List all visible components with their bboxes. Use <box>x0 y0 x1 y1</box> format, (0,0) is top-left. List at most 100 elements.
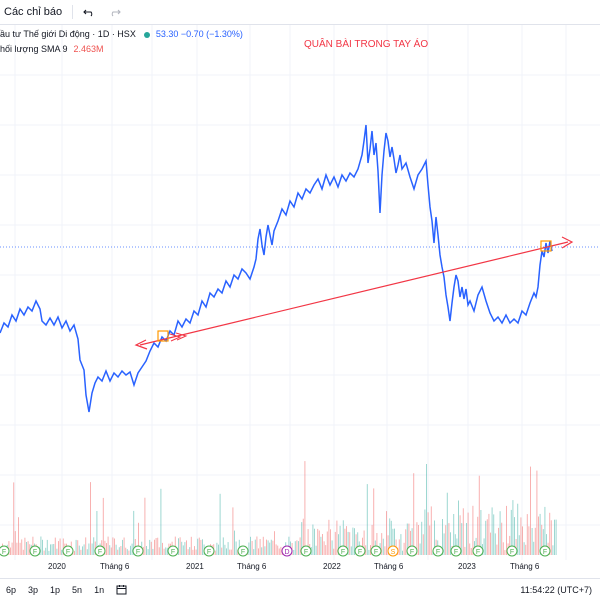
volume-bar <box>347 531 349 555</box>
date-range-button[interactable] <box>110 584 133 597</box>
event-marker-icon[interactable] <box>203 545 215 557</box>
volume-bar <box>408 523 410 555</box>
volume-bar <box>349 532 351 555</box>
volume-bar <box>112 537 114 555</box>
volume-bar <box>259 539 261 555</box>
event-marker-icon[interactable] <box>370 545 382 557</box>
volume-bar <box>179 537 181 555</box>
volume-bar <box>430 506 432 555</box>
event-marker-icon[interactable] <box>94 545 106 557</box>
volume-bar <box>189 547 191 555</box>
volume-bar <box>376 533 378 555</box>
time-label: Tháng 6 <box>510 562 540 571</box>
volume-bar <box>216 542 218 555</box>
trend-arrow-marker-icon <box>169 332 188 342</box>
volume-bar <box>123 537 125 555</box>
event-marker-label: D <box>284 549 289 556</box>
event-marker-icon[interactable] <box>167 545 179 557</box>
volume-bar <box>458 500 459 555</box>
volume-bar <box>448 523 450 555</box>
event-marker-icon[interactable] <box>539 545 551 557</box>
volume-bar <box>526 514 528 555</box>
event-marker-icon[interactable] <box>506 545 518 557</box>
volume-bar <box>10 547 11 555</box>
bottom-toolbar: 6p 3p 1p 5n 1n 11:54:22 (UTC+7) <box>0 578 600 601</box>
volume-bar <box>317 528 319 555</box>
range-button-1d[interactable]: 1n <box>94 585 105 595</box>
event-marker-icon[interactable] <box>62 545 74 557</box>
redo-button[interactable] <box>105 0 125 24</box>
volume-bar <box>544 506 546 555</box>
volume-bar <box>187 549 189 555</box>
volume-bar <box>368 549 370 555</box>
volume-bar <box>373 488 375 555</box>
range-button-5d[interactable]: 5n <box>72 585 83 595</box>
volume-bar <box>523 542 525 555</box>
volume-bar <box>499 511 501 555</box>
range-button-1m[interactable]: 1p <box>50 585 61 595</box>
time-label: Tháng 6 <box>100 562 130 571</box>
symbol-title[interactable]: ầu tư Thế giới Di động · 1D · HSX <box>0 29 136 39</box>
volume-bar <box>346 526 347 555</box>
indicators-button[interactable]: Các chỉ báo <box>0 0 66 24</box>
volume-bar <box>114 538 115 555</box>
volume-bar <box>411 528 413 555</box>
volume-bar <box>315 545 317 555</box>
volume-bar <box>144 497 146 555</box>
volume-label[interactable]: hối lượng SMA 9 <box>0 44 68 54</box>
volume-bar <box>120 546 122 555</box>
range-button-6m[interactable]: 6p <box>6 585 17 595</box>
volume-bar <box>318 530 320 555</box>
event-marker-icon[interactable] <box>472 545 484 557</box>
volume-bar <box>552 545 554 555</box>
volume-bar <box>202 539 203 555</box>
volume-bar <box>546 534 547 555</box>
undo-button[interactable] <box>79 0 99 24</box>
time-axis: 2020 Tháng 6 2021 Tháng 6 2022 Tháng 6 2… <box>0 558 600 576</box>
event-marker-icon[interactable] <box>237 545 249 557</box>
event-marker-icon[interactable] <box>0 545 10 557</box>
chart-annotation-text[interactable]: QUÂN BÀI TRONG TAY ÁO <box>304 39 429 50</box>
volume-bar <box>334 531 336 555</box>
event-marker-icon[interactable] <box>450 545 462 557</box>
event-marker-icon[interactable] <box>354 545 366 557</box>
event-marker-icon[interactable] <box>406 545 418 557</box>
event-marker-icon[interactable] <box>29 545 41 557</box>
event-marker-icon[interactable] <box>281 545 293 557</box>
anchor-handle-start[interactable] <box>157 330 169 342</box>
volume-bar <box>22 549 24 555</box>
volume-bar <box>387 535 389 555</box>
event-marker-icon[interactable] <box>337 545 349 557</box>
volume-bar <box>184 542 186 555</box>
volume-bar <box>14 531 16 555</box>
volume-bar <box>138 522 139 555</box>
event-marker-label: F <box>410 549 414 556</box>
chart-legend: ầu tư Thế giới Di động · 1D · HSX 53.30 … <box>0 28 243 56</box>
volume-bar <box>301 522 303 555</box>
volume-bar <box>77 540 79 555</box>
volume-bar <box>78 545 80 555</box>
volume-bar <box>133 510 135 555</box>
volume-bar <box>418 525 419 555</box>
volume-bar <box>293 550 295 555</box>
volume-bar <box>8 541 10 555</box>
volume-bar <box>429 525 431 555</box>
volume-bar <box>454 534 456 555</box>
event-marker-icon[interactable] <box>432 545 444 557</box>
volume-bar <box>445 525 447 555</box>
volume-bar <box>163 548 165 555</box>
volume-bar <box>446 492 448 555</box>
anchor-handle-end[interactable] <box>540 240 552 252</box>
trend-line[interactable] <box>139 241 569 346</box>
event-marker-icon[interactable] <box>387 545 399 557</box>
range-button-3m[interactable]: 3p <box>28 585 39 595</box>
volume-bar <box>530 466 531 555</box>
clock[interactable]: 11:54:22 (UTC+7) <box>520 585 592 595</box>
volume-bar <box>304 461 306 555</box>
volume-bar <box>533 541 535 555</box>
event-marker-label: F <box>2 549 6 556</box>
event-marker-icon[interactable] <box>132 545 144 557</box>
event-marker-icon[interactable] <box>300 545 312 557</box>
volume-bar <box>248 542 250 555</box>
